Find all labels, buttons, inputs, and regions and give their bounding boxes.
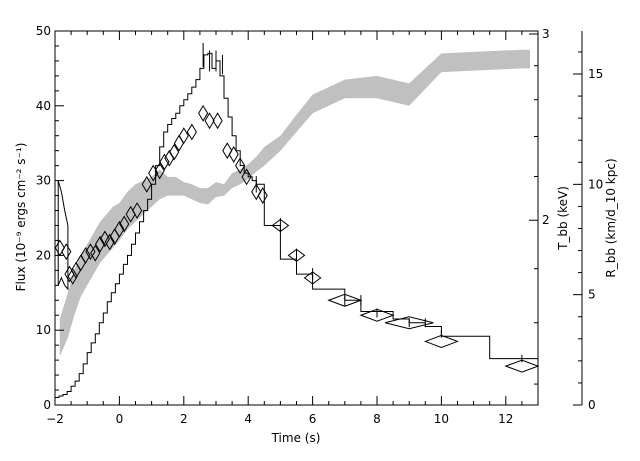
radius-band: [59, 49, 531, 357]
x-tick-label: −2: [46, 412, 64, 426]
temperature-diamond: [384, 316, 434, 330]
temperature-diamond: [204, 112, 215, 130]
radius-tick-label: 15: [588, 67, 603, 81]
x-tick-label: 8: [373, 412, 381, 426]
radius-tick-label: 10: [588, 177, 603, 191]
temperature-diamond: [61, 243, 72, 261]
x-tick-label: 2: [180, 412, 188, 426]
temperature-diamond: [104, 233, 115, 251]
temperature-diamond: [303, 271, 322, 285]
temperature-diamond: [90, 244, 101, 262]
temperature-diamond: [154, 162, 165, 180]
radius-band-layer: [59, 49, 531, 357]
temperature-diamond: [132, 202, 143, 219]
temperature-diamond: [359, 308, 395, 322]
x-axis-label: Time (s): [271, 431, 321, 445]
x-tick-label: 10: [434, 412, 449, 426]
temperature-early-band: [57, 180, 69, 291]
temperature-diamond: [169, 143, 180, 161]
y-tick-label: 30: [36, 174, 51, 188]
temperature-diamond: [423, 334, 459, 348]
temperature-diamond: [99, 230, 110, 248]
temperature-diamond: [271, 218, 290, 233]
temperature-diamond: [178, 127, 189, 145]
temperature-diamond: [94, 235, 106, 253]
temperature-diamond: [228, 145, 239, 163]
temperature-diamond: [148, 164, 159, 182]
y-axis-label-radius: R_bb (km/d_10 kpc): [604, 158, 618, 277]
y-axis-label-flux: Flux (10⁻⁹ ergs cm⁻² s⁻¹): [14, 143, 28, 292]
temperature-diamond: [235, 157, 246, 175]
temperature-diamond: [85, 243, 96, 261]
temperature-diamond: [186, 123, 197, 141]
temperature-diamond-layer: [54, 104, 540, 373]
temperature-early-band-layer: [57, 180, 69, 291]
flux-histogram-layer: [55, 52, 538, 398]
temperature-diamond: [212, 112, 223, 130]
temperature-diamond: [198, 104, 209, 122]
temperature-tick-label: 3: [542, 27, 550, 41]
flux-histogram: [55, 52, 538, 398]
radius-tick-label: 5: [588, 288, 596, 302]
y-tick-label: 0: [43, 398, 51, 412]
temperature-diamond: [287, 248, 306, 263]
temperature-diamond: [241, 168, 252, 186]
y-tick-label: 10: [36, 323, 51, 337]
x-tick-label: 4: [244, 412, 252, 426]
temperature-diamond: [141, 175, 152, 193]
temperature-diamond: [257, 187, 268, 205]
radius-tick-label: 0: [588, 398, 596, 412]
y-axis-label-temperature: T_bb (keV): [556, 186, 570, 251]
x-tick-label: 6: [309, 412, 317, 426]
temperature-diamond: [159, 153, 170, 171]
y-tick-label: 20: [36, 248, 51, 262]
y-tick-label: 40: [36, 99, 51, 113]
temperature-diamond: [80, 246, 91, 264]
temperature-diamond: [119, 215, 130, 233]
x-tick-label: 12: [498, 412, 513, 426]
temperature-diamond: [327, 293, 363, 307]
temperature-diamond: [114, 220, 125, 238]
temperature-tick-label: 2: [542, 213, 550, 227]
x-tick-label: 0: [116, 412, 124, 426]
y-tick-label: 50: [36, 24, 51, 38]
